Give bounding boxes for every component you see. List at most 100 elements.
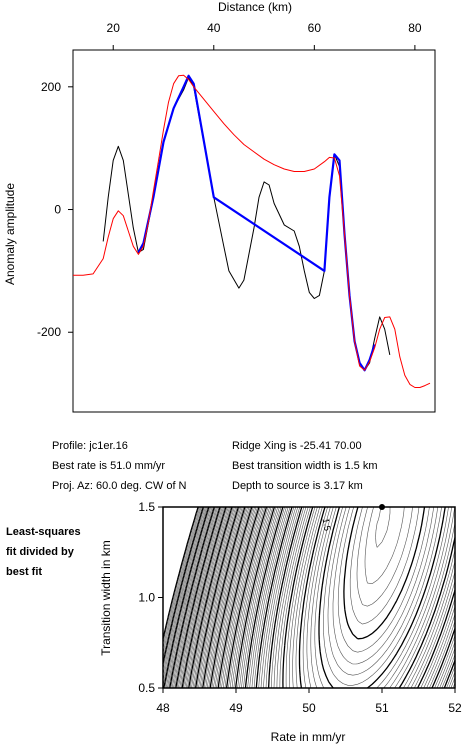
contour-line — [276, 506, 456, 689]
best-rate-text: Best rate is 51.0 mm/yr — [52, 460, 165, 472]
contour-line — [292, 506, 456, 689]
contour-line — [375, 506, 391, 548]
bottom-y-tick-label: 1.0 — [138, 591, 155, 605]
contour-line — [211, 506, 254, 689]
contour-line — [260, 506, 456, 689]
contour-line — [214, 506, 257, 689]
contour-line — [225, 506, 268, 689]
contour-line — [249, 506, 456, 689]
contour-line — [247, 506, 456, 689]
profile-chart: Distance (km) Anomaly amplitude 20 40 60 80… — [3, 0, 436, 413]
best-width-text: Best transition width is 1.5 km — [232, 460, 378, 472]
top-y-tick-label: 200 — [41, 80, 61, 94]
contour-line — [194, 506, 240, 689]
bottom-y-tick-label: 1.5 — [138, 500, 155, 514]
contour-chart: Least-squares fit divided by best fit Tr… — [6, 500, 462, 744]
contour-line — [251, 506, 456, 689]
best-fit-point — [379, 504, 385, 510]
contour-line — [244, 506, 284, 689]
depth-text: Depth to source is 3.17 km — [232, 480, 363, 492]
ridge-xing-text: Ridge Xing is -25.41 70.00 — [232, 440, 362, 452]
contour-title-line-2: fit divided by — [6, 546, 75, 558]
contour-line — [205, 506, 248, 689]
contour-title-line-1: Least-squares — [6, 526, 81, 538]
contour-line — [165, 506, 212, 689]
contour-line — [219, 506, 261, 689]
contour-line — [164, 506, 211, 689]
contour-line — [180, 506, 225, 689]
contour-line — [282, 506, 456, 689]
contour-line — [192, 506, 237, 689]
contour-line — [364, 506, 405, 584]
contour-line — [356, 506, 413, 607]
contour-line — [217, 506, 260, 689]
bottom-x-tick-label: 48 — [156, 701, 170, 715]
top-plot-frame — [72, 49, 436, 413]
top-x-tick-label: 80 — [408, 21, 422, 35]
contour-line — [267, 506, 456, 689]
contour-line — [295, 506, 456, 689]
contour-line — [233, 506, 274, 689]
contour-line — [235, 506, 276, 689]
bottom-x-tick-label: 52 — [448, 701, 462, 715]
contour-line — [332, 506, 435, 665]
contour-line — [184, 506, 229, 689]
contour-line — [199, 506, 243, 689]
contour-level-label: 1.5 — [321, 518, 333, 532]
contour-line — [349, 506, 420, 625]
bottom-x-axis-label: Rate in mm/yr — [271, 730, 346, 744]
contour-line — [198, 506, 242, 689]
contour-line — [213, 506, 255, 689]
contour-line — [343, 506, 426, 640]
contour-line — [183, 506, 228, 689]
contour-line — [170, 506, 216, 689]
top-x-tick-label: 60 — [308, 21, 322, 35]
bottom-x-tick-label: 50 — [302, 701, 316, 715]
contour-line — [203, 506, 247, 689]
contour-line — [200, 506, 244, 689]
contour-line — [285, 506, 456, 689]
top-y-tick-label: -200 — [37, 325, 61, 339]
contour-line — [187, 506, 232, 689]
contour-line — [179, 506, 224, 689]
contour-lines — [162, 506, 456, 689]
contour-line — [318, 506, 446, 689]
top-x-tick-label: 20 — [107, 21, 121, 35]
contour-line — [239, 506, 278, 689]
info-block: Profile: jc1er.16 Best rate is 51.0 mm/y… — [52, 440, 378, 492]
bottom-axis-ticks: 48 49 50 51 52 0.5 1.0 1.5 — [138, 500, 462, 715]
contour-line — [191, 506, 235, 689]
contour-line — [208, 506, 251, 689]
contour-title-line-3: best fit — [6, 566, 42, 578]
contour-line — [206, 506, 250, 689]
contour-line — [263, 506, 456, 689]
top-series-group — [73, 74, 431, 388]
contour-line — [202, 506, 246, 689]
contour-line — [221, 506, 263, 689]
contour-line — [279, 506, 456, 689]
top-y-axis-label: Anomaly amplitude — [3, 183, 17, 285]
contour-line — [175, 506, 221, 689]
contour-line — [178, 506, 223, 689]
top-axis-ticks: 20 40 60 80 200 0 -200 — [37, 21, 422, 339]
contour-line — [302, 506, 456, 689]
contour-line — [310, 506, 452, 689]
contour-line — [174, 506, 220, 689]
contour-line — [337, 506, 430, 653]
contour-line — [209, 506, 253, 689]
contour-line — [314, 506, 449, 689]
contour-line — [176, 506, 222, 689]
top-y-tick-label: 0 — [54, 203, 61, 217]
contour-line — [229, 506, 270, 689]
contour-line — [181, 506, 227, 689]
bottom-x-tick-label: 49 — [229, 701, 243, 715]
model-profile-line — [73, 74, 431, 388]
proj-az-text: Proj. Az: 60.0 deg. CW of N — [52, 480, 187, 492]
contour-line — [258, 506, 456, 689]
contour-line — [169, 506, 215, 689]
contour-line — [188, 506, 233, 689]
contour-line — [173, 506, 218, 689]
contour-line — [289, 506, 456, 689]
contour-line — [231, 506, 272, 689]
